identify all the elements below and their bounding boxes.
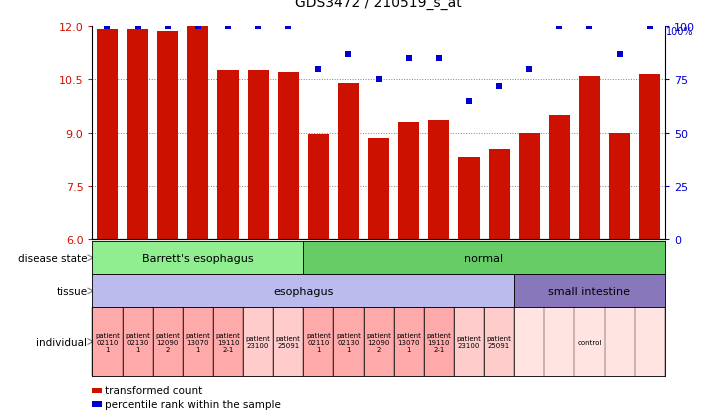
Point — [223, 24, 234, 30]
Text: patient
19110
2-1: patient 19110 2-1 — [215, 332, 240, 352]
Bar — [639, 75, 661, 240]
Point — [313, 66, 324, 73]
Point — [464, 98, 475, 104]
Text: patient
23100: patient 23100 — [246, 335, 271, 348]
Bar — [488, 149, 510, 240]
Point — [523, 66, 535, 73]
Text: 100%: 100% — [666, 27, 694, 37]
Text: individual: individual — [36, 337, 87, 347]
Text: patient
13070
1: patient 13070 1 — [186, 332, 210, 352]
Bar — [428, 121, 449, 240]
Bar — [609, 133, 630, 240]
Text: transformed count: transformed count — [105, 385, 203, 395]
Text: control: control — [577, 339, 602, 345]
Text: patient
02130
1: patient 02130 1 — [125, 332, 150, 352]
Text: esophagus: esophagus — [273, 286, 333, 296]
Bar — [579, 76, 600, 240]
Point — [252, 24, 264, 30]
Point — [132, 24, 144, 30]
Point — [584, 24, 595, 30]
Text: patient
12090
2: patient 12090 2 — [366, 332, 391, 352]
Bar — [278, 73, 299, 240]
Point — [433, 55, 444, 62]
Point — [192, 24, 203, 30]
Point — [343, 51, 354, 58]
Point — [282, 24, 294, 30]
Point — [493, 83, 505, 90]
Bar — [187, 27, 208, 240]
Point — [644, 24, 656, 30]
Text: patient
13070
1: patient 13070 1 — [396, 332, 421, 352]
Text: percentile rank within the sample: percentile rank within the sample — [105, 399, 281, 409]
Text: patient
25091: patient 25091 — [486, 335, 511, 348]
Text: patient
02110
1: patient 02110 1 — [95, 332, 120, 352]
Point — [403, 55, 415, 62]
Bar — [549, 116, 570, 240]
Bar — [308, 135, 329, 240]
Bar — [368, 138, 389, 240]
Point — [614, 51, 625, 58]
Bar — [459, 158, 479, 240]
Point — [554, 24, 565, 30]
Point — [162, 24, 173, 30]
Point — [373, 77, 384, 83]
Text: patient
19110
2-1: patient 19110 2-1 — [427, 332, 451, 352]
Text: patient
25091: patient 25091 — [276, 335, 301, 348]
Bar — [97, 31, 118, 240]
Text: tissue: tissue — [56, 286, 87, 296]
Bar — [338, 83, 359, 240]
Bar — [157, 32, 178, 240]
Text: small intestine: small intestine — [548, 286, 631, 296]
Text: Barrett's esophagus: Barrett's esophagus — [142, 253, 254, 263]
Bar — [247, 71, 269, 240]
Bar — [398, 123, 419, 240]
Text: patient
02130
1: patient 02130 1 — [336, 332, 361, 352]
Bar — [519, 133, 540, 240]
Text: patient
23100: patient 23100 — [456, 335, 481, 348]
Point — [102, 24, 113, 30]
Text: GDS3472 / 210519_s_at: GDS3472 / 210519_s_at — [295, 0, 462, 10]
Bar — [127, 31, 148, 240]
Text: patient
02110
1: patient 02110 1 — [306, 332, 331, 352]
Text: disease state: disease state — [18, 253, 87, 263]
Text: normal: normal — [464, 253, 503, 263]
Bar — [218, 71, 238, 240]
Text: patient
12090
2: patient 12090 2 — [155, 332, 180, 352]
